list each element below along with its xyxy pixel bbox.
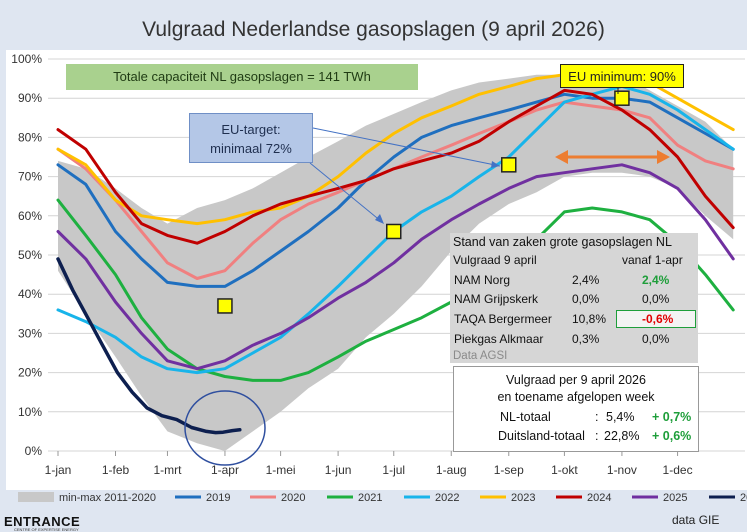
series-line-2024 (56, 88, 735, 245)
x-tick-label: 1-apr (211, 463, 239, 477)
summary-line2: en toename afgelopen week (497, 390, 655, 404)
storage-name: NAM Norg (454, 273, 511, 287)
y-tick-label: 60% (18, 209, 42, 223)
data-source: data GIE (672, 513, 720, 527)
summary-nl-row: NL-totaal : 5,4% + 0,7% (454, 410, 698, 428)
x-tick-label: 1-jul (382, 463, 405, 477)
storage-status-panel: Stand van zaken grote gasopslagen NL Vul… (450, 233, 698, 363)
summary-de-value: 22,8% (604, 429, 640, 443)
y-tick-label: 80% (18, 130, 42, 144)
eu-target-arrow-2 (309, 162, 383, 223)
summary-nl-change: + 0,7% (652, 410, 692, 424)
storage-name: TAQA Bergermeer (454, 312, 552, 326)
summary-de-label: Duitsland-totaal (498, 429, 585, 443)
eu-minimum-callout: EU minimum: 90% (560, 64, 684, 88)
summary-nl-label: NL-totaal (500, 410, 551, 424)
summary-nl-colon: : (595, 410, 599, 424)
legend-label: min-max 2011-2020 (59, 492, 156, 504)
summary-de-row: Duitsland-totaal : 22,8% + 0,6% (454, 429, 698, 447)
brand-subtitle: CENTRE OF EXPERTISE ENERGY (14, 527, 79, 532)
y-tick-label: 30% (18, 326, 42, 340)
storage-name: Piekgas Alkmaar (454, 332, 544, 346)
storage-source: Data AGSI (453, 350, 508, 362)
storage-status-subheader-right: vanaf 1-apr (622, 253, 683, 267)
target-marker (614, 90, 630, 106)
series-line-2025 (56, 163, 735, 371)
eu-target-line2: minimaal 72% (210, 141, 292, 156)
summary-de-colon: : (595, 429, 599, 443)
eu-target-arrowhead-1 (491, 161, 500, 168)
storage-fill: 0,0% (572, 292, 600, 306)
target-marker (217, 298, 233, 314)
orange-arrowhead-right (657, 150, 670, 164)
y-axis-labels: 0% 10% 20% 30% 40% 50% 60% 70% 80% 90% 100% (11, 52, 42, 458)
x-tick-label: 1-okt (551, 463, 578, 477)
eu-target-arrow-1 (312, 127, 501, 167)
y-tick-label: 10% (18, 405, 42, 419)
target-marker (501, 157, 517, 173)
storage-fill: 10,8% (572, 312, 607, 326)
y-tick-label: 70% (18, 170, 42, 184)
series-line-2026 (56, 257, 242, 435)
storage-status-subheader-left: Vulgraad 9 april (453, 253, 537, 267)
y-tick-label: 100% (11, 52, 42, 66)
y-tick-label: 20% (18, 366, 42, 380)
summary-de-change: + 0,6% (652, 429, 692, 443)
storage-delta: -0,6% (642, 312, 674, 326)
y-tick-label: 40% (18, 287, 42, 301)
x-tick-label: 1-mei (266, 463, 296, 477)
legend-swatch-band (18, 492, 54, 502)
y-tick-label: 90% (18, 91, 42, 105)
capacity-note: Totale capaciteit NL gasopslagen = 141 T… (66, 64, 418, 90)
storage-delta: 0,0% (642, 292, 670, 306)
x-tick-label: 1-nov (607, 463, 637, 477)
summary-nl-value: 5,4% (606, 410, 635, 424)
storage-row: TAQA Bergermeer 10,8% -0,6% (450, 312, 698, 332)
legend-label: 2022 (435, 492, 459, 504)
x-tick-label: 1-feb (102, 463, 130, 477)
legend-label: 2020 (281, 492, 305, 504)
storage-delta: 0,0% (642, 332, 670, 346)
x-tick-label: 1-dec (663, 463, 693, 477)
x-tick-label: 1-sep (494, 463, 524, 477)
storage-delta: 2,4% (642, 273, 670, 287)
legend-label: 2025 (663, 492, 687, 504)
y-tick-label: 0% (25, 444, 43, 458)
summary-line1: Vulgraad per 9 april 2026 (506, 373, 646, 387)
legend-label: 2026 (740, 492, 747, 504)
orange-arrowhead-left (555, 150, 568, 164)
storage-fill: 0,3% (572, 332, 600, 346)
legend-label: 2024 (587, 492, 611, 504)
legend-label: 2021 (358, 492, 382, 504)
eu-target-callout: EU-target: minimaal 72% (189, 113, 313, 163)
legend-group: min-max 2011-2020 2019 2020 2021 2022 2023 202… (18, 492, 747, 504)
storage-fill: 2,4% (572, 273, 600, 287)
x-tick-label: 1-aug (436, 463, 467, 477)
chart-title: Vulgraad Nederlandse gasopslagen (9 apri… (142, 18, 605, 41)
current-level-circle (184, 390, 266, 466)
x-axis-labels: 1-jan 1-feb 1-mrt 1-apr 1-mei 1-jun 1-jul 1-aug… (45, 463, 693, 477)
storage-status-header: Stand van zaken grote gasopslagen NL (453, 235, 672, 249)
y-tick-label: 50% (18, 248, 42, 262)
summary-panel: Vulgraad per 9 april 2026 en toename afg… (453, 366, 699, 452)
x-tick-label: 1-mrt (153, 463, 182, 477)
target-marker (386, 223, 402, 240)
eu-target-line1: EU-target: (221, 122, 281, 137)
legend-label: 2019 (206, 492, 230, 504)
storage-row: NAM Norg 2,4% 2,4% (450, 273, 698, 293)
x-tick-label: 1-jan (45, 463, 72, 477)
brand-logo-text: ENTRANCE (4, 514, 81, 529)
highlight-box (616, 310, 696, 328)
legend-label: 2023 (511, 492, 535, 504)
storage-row: NAM Grijpskerk 0,0% 0,0% (450, 292, 698, 312)
series-line-2021 (56, 198, 735, 382)
storage-name: NAM Grijpskerk (454, 292, 539, 306)
eu-target-arrowhead-2 (375, 214, 384, 224)
storage-row: Piekgas Alkmaar 0,3% 0,0% (450, 332, 698, 352)
target-markers (217, 90, 630, 314)
x-tick-label: 1-jun (325, 463, 352, 477)
